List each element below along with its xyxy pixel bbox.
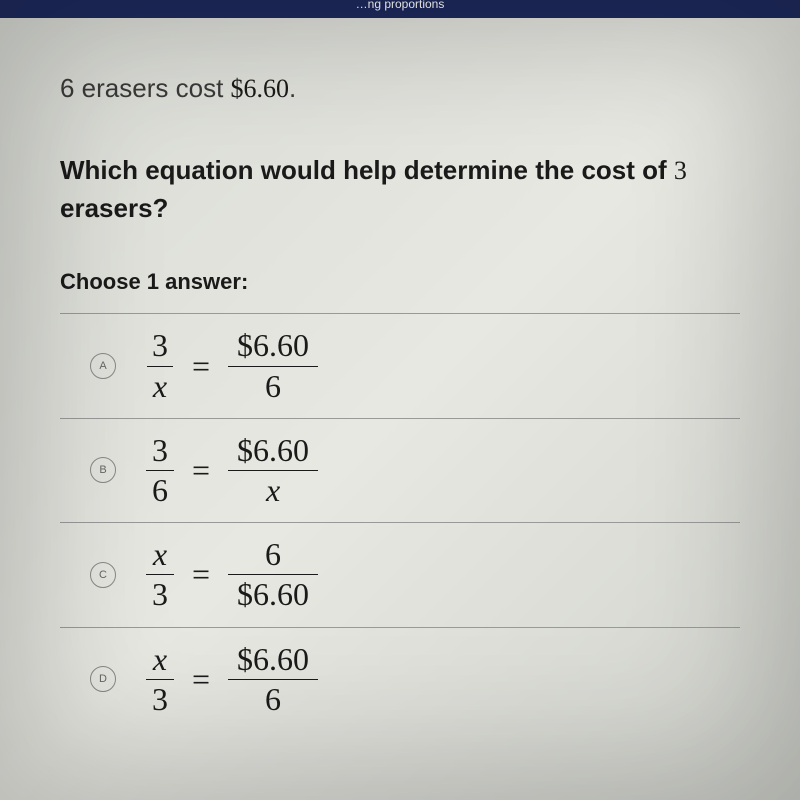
equation-d: x 3 = $6.60 6 xyxy=(146,642,318,717)
question-text: Which equation would help determine the … xyxy=(60,152,740,227)
equals-c: = xyxy=(192,556,210,593)
problem-prefix: 6 erasers cost xyxy=(60,73,231,103)
frac-d-left-den: 3 xyxy=(146,679,174,717)
frac-b-right-num: $6.60 xyxy=(228,433,318,470)
problem-cost: $6.60 xyxy=(231,74,290,103)
fraction-c-left: x 3 xyxy=(146,537,174,612)
fraction-d-left: x 3 xyxy=(146,642,174,717)
equation-c: x 3 = 6 $6.60 xyxy=(146,537,318,612)
frac-a-left-den: x xyxy=(147,366,173,404)
frac-d-right-num: $6.60 xyxy=(228,642,318,679)
frac-c-left-num: x xyxy=(147,537,173,574)
fraction-a-right: $6.60 6 xyxy=(228,328,318,403)
question-part1: Which equation would help determine the … xyxy=(60,155,674,185)
problem-content: 6 erasers cost $6.60. Which equation wou… xyxy=(0,18,800,731)
frac-d-right-den: 6 xyxy=(228,679,318,717)
choose-label: Choose 1 answer: xyxy=(60,269,740,295)
page-header-bar: …ng proportions xyxy=(0,0,800,18)
radio-letter-b: B xyxy=(99,464,106,476)
fraction-d-right: $6.60 6 xyxy=(228,642,318,717)
frac-b-right-den: x xyxy=(228,470,318,508)
frac-b-left-den: 6 xyxy=(146,470,174,508)
equation-b: 3 6 = $6.60 x xyxy=(146,433,318,508)
frac-a-right-den: 6 xyxy=(228,366,318,404)
radio-b[interactable]: B xyxy=(90,457,116,483)
equals-b: = xyxy=(192,452,210,489)
choice-c[interactable]: C x 3 = 6 $6.60 xyxy=(60,523,740,627)
choice-b[interactable]: B 3 6 = $6.60 x xyxy=(60,419,740,523)
frac-d-left-num: x xyxy=(147,642,173,679)
equals-a: = xyxy=(192,348,210,385)
fraction-a-left: 3 x xyxy=(146,328,174,403)
frac-b-left-num: 3 xyxy=(146,433,174,470)
frac-c-right-num: 6 xyxy=(228,537,318,574)
choice-a[interactable]: A 3 x = $6.60 6 xyxy=(60,314,740,418)
radio-a[interactable]: A xyxy=(90,353,116,379)
radio-letter-c: C xyxy=(99,569,107,581)
frac-c-left-den: 3 xyxy=(146,574,174,612)
frac-a-left-num: 3 xyxy=(146,328,174,365)
equation-a: 3 x = $6.60 6 xyxy=(146,328,318,403)
fraction-b-right: $6.60 x xyxy=(228,433,318,508)
frac-c-right-den: $6.60 xyxy=(228,574,318,612)
fraction-b-left: 3 6 xyxy=(146,433,174,508)
problem-suffix: . xyxy=(289,73,296,103)
fraction-c-right: 6 $6.60 xyxy=(228,537,318,612)
radio-d[interactable]: D xyxy=(90,666,116,692)
problem-statement: 6 erasers cost $6.60. xyxy=(60,73,740,104)
question-part2: erasers? xyxy=(60,193,168,223)
equals-d: = xyxy=(192,661,210,698)
question-number: 3 xyxy=(674,156,687,185)
radio-letter-a: A xyxy=(99,360,106,372)
radio-letter-d: D xyxy=(99,673,107,685)
choices-list: A 3 x = $6.60 6 B 3 6 xyxy=(60,313,740,731)
header-partial-text: …ng proportions xyxy=(356,0,445,11)
frac-a-right-num: $6.60 xyxy=(228,328,318,365)
radio-c[interactable]: C xyxy=(90,562,116,588)
choice-d[interactable]: D x 3 = $6.60 6 xyxy=(60,628,740,731)
